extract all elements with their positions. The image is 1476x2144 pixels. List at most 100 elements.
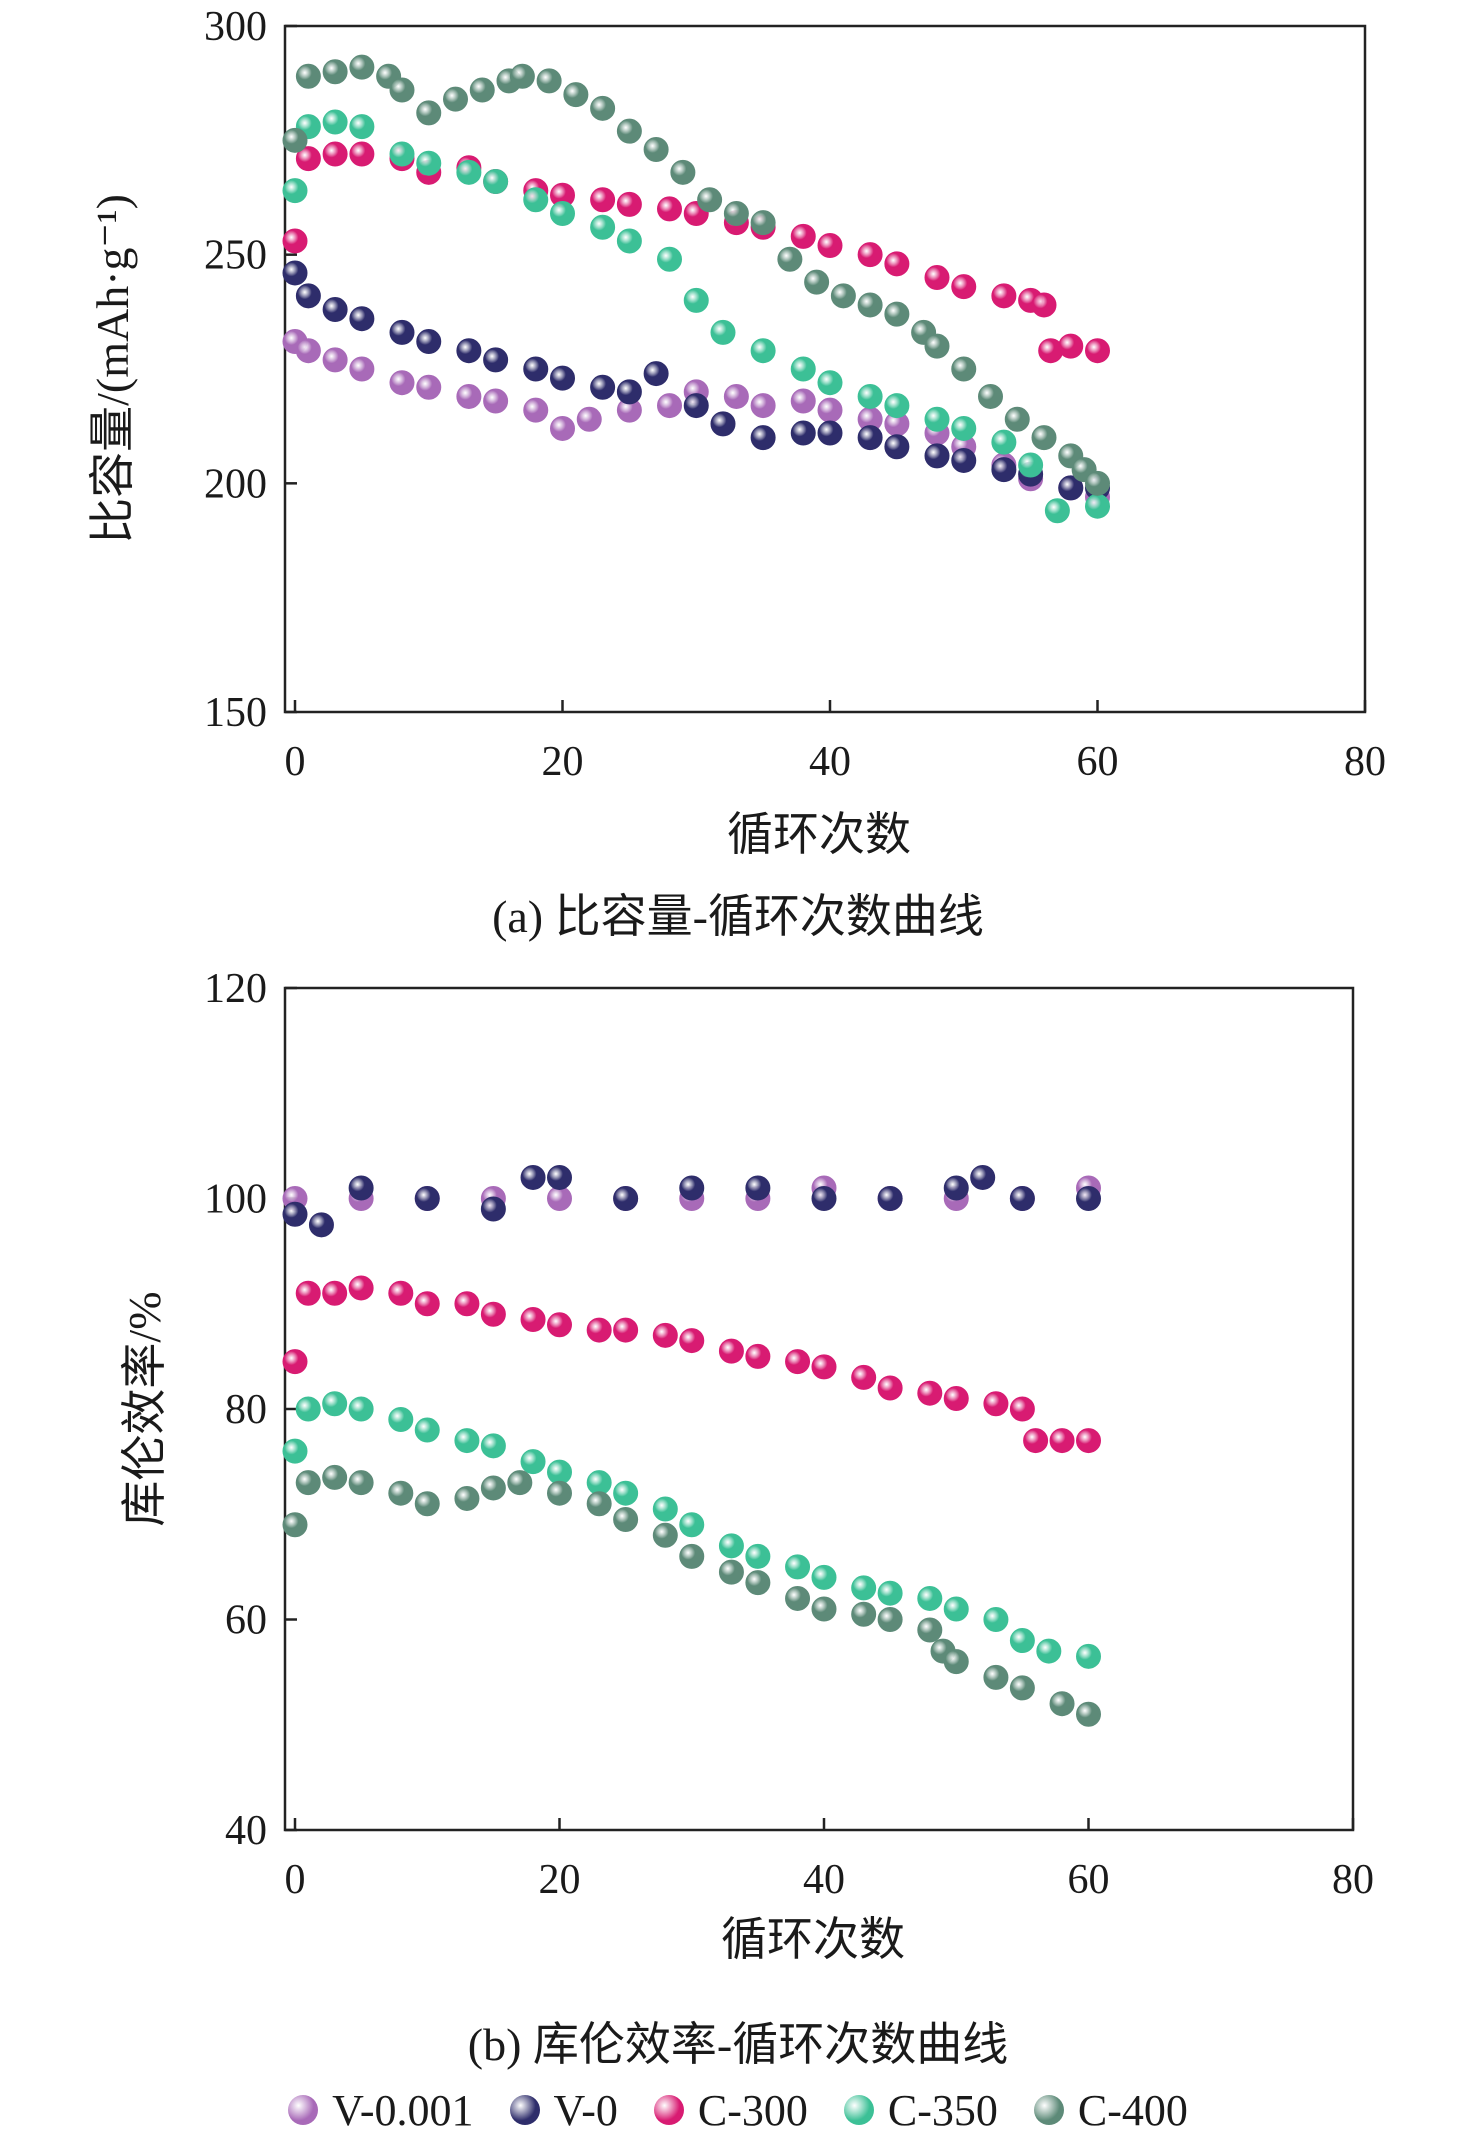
data-point — [416, 100, 442, 126]
data-point — [884, 434, 910, 460]
data-point — [857, 383, 883, 409]
legend-label: V-0 — [553, 2085, 618, 2135]
data-point — [830, 283, 856, 309]
legend-label: C-400 — [1077, 2085, 1188, 2135]
data-point — [811, 1564, 837, 1590]
data-point — [643, 361, 669, 387]
panel-a: 0 20 40 60 80 150 200 250 300 循环次数 比容量/(mAh·g⁻¹) — [87, 4, 1386, 860]
data-point — [924, 406, 950, 432]
data-point — [991, 457, 1017, 483]
data-point — [718, 1338, 744, 1364]
data-point — [790, 223, 816, 249]
panel-a-x-tick-label: 80 — [1344, 739, 1386, 785]
panel-a-y-axis-title: 比容量/(mAh·g⁻¹) — [87, 194, 138, 544]
data-point — [683, 287, 709, 313]
data-point — [322, 347, 348, 373]
data-point — [652, 1522, 678, 1548]
data-point — [454, 1485, 480, 1511]
data-point — [550, 365, 575, 391]
data-point — [480, 1196, 506, 1222]
data-point — [811, 1186, 837, 1211]
data-point — [951, 415, 977, 441]
data-point — [414, 1417, 440, 1443]
data-point — [520, 1164, 546, 1190]
data-point — [550, 415, 575, 441]
data-point — [1031, 292, 1057, 318]
data-point — [454, 1291, 480, 1317]
data-point — [483, 388, 509, 414]
data-point — [652, 1496, 678, 1522]
data-point — [1023, 1428, 1049, 1454]
data-point — [924, 443, 950, 469]
data-point — [917, 1380, 943, 1406]
data-point — [710, 319, 736, 345]
data-point — [657, 196, 682, 222]
data-point — [851, 1364, 877, 1390]
data-point — [1076, 1186, 1101, 1211]
data-point — [670, 159, 696, 185]
data-point — [550, 201, 575, 227]
data-point — [991, 429, 1017, 455]
panel-b-y-tick-label: 120 — [204, 966, 267, 1012]
data-point — [817, 233, 843, 259]
legend-swatch — [843, 2095, 874, 2125]
data-point — [348, 1396, 374, 1422]
panel-a-caption: (a) 比容量-循环次数曲线 — [492, 891, 984, 942]
data-point — [282, 1438, 308, 1464]
panel-b-plot-frame — [283, 986, 1355, 1832]
data-point — [590, 214, 616, 240]
data-point — [388, 1480, 414, 1506]
legend-swatch — [509, 2095, 540, 2125]
data-point — [613, 1317, 639, 1343]
panel-a-y-tick-label: 250 — [204, 233, 267, 279]
data-point — [750, 393, 776, 419]
data-point — [1049, 1691, 1075, 1717]
data-point — [1058, 333, 1084, 359]
data-point — [991, 283, 1017, 309]
panel-b-series-v-0 — [282, 1164, 1101, 1238]
legend-item: V-0 — [509, 2085, 618, 2136]
data-point — [978, 383, 1003, 409]
data-point — [851, 1575, 877, 1601]
data-point — [679, 1512, 705, 1538]
data-point — [282, 178, 308, 204]
data-point — [507, 1470, 533, 1496]
panel-a-y-tick-label: 300 — [204, 4, 267, 50]
data-point — [520, 1449, 546, 1475]
data-point — [924, 265, 950, 291]
data-point — [790, 388, 816, 414]
legend-item: C-350 — [843, 2085, 998, 2136]
data-point — [679, 1328, 705, 1354]
data-point — [817, 397, 843, 423]
data-point — [308, 1212, 334, 1238]
data-point — [877, 1375, 903, 1401]
data-point — [851, 1601, 877, 1627]
data-point — [322, 59, 348, 85]
data-point — [718, 1559, 744, 1585]
panel-a-plot-frame — [283, 24, 1367, 714]
data-point — [884, 251, 910, 277]
data-point — [970, 1164, 996, 1190]
data-point — [1009, 1186, 1035, 1211]
data-point — [811, 1596, 837, 1622]
data-point — [348, 1275, 374, 1301]
data-point — [349, 54, 375, 80]
panel-b-y-tick-label: 80 — [225, 1387, 267, 1433]
data-point — [349, 114, 375, 140]
data-point — [804, 269, 830, 295]
panel-b-y-axis-title: 库伦效率/% — [119, 1291, 170, 1526]
data-point — [924, 333, 950, 359]
data-point — [613, 1186, 639, 1211]
data-point — [282, 127, 308, 153]
data-point — [590, 95, 616, 121]
data-point — [590, 187, 616, 213]
data-point — [295, 283, 321, 309]
data-point — [480, 1301, 506, 1327]
data-point — [679, 1543, 705, 1569]
data-point — [683, 393, 709, 419]
panel-a-x-tick-label: 60 — [1077, 739, 1119, 785]
data-point — [349, 306, 375, 332]
panel-a-x-tick-label: 20 — [542, 739, 584, 785]
data-point — [943, 1649, 969, 1675]
